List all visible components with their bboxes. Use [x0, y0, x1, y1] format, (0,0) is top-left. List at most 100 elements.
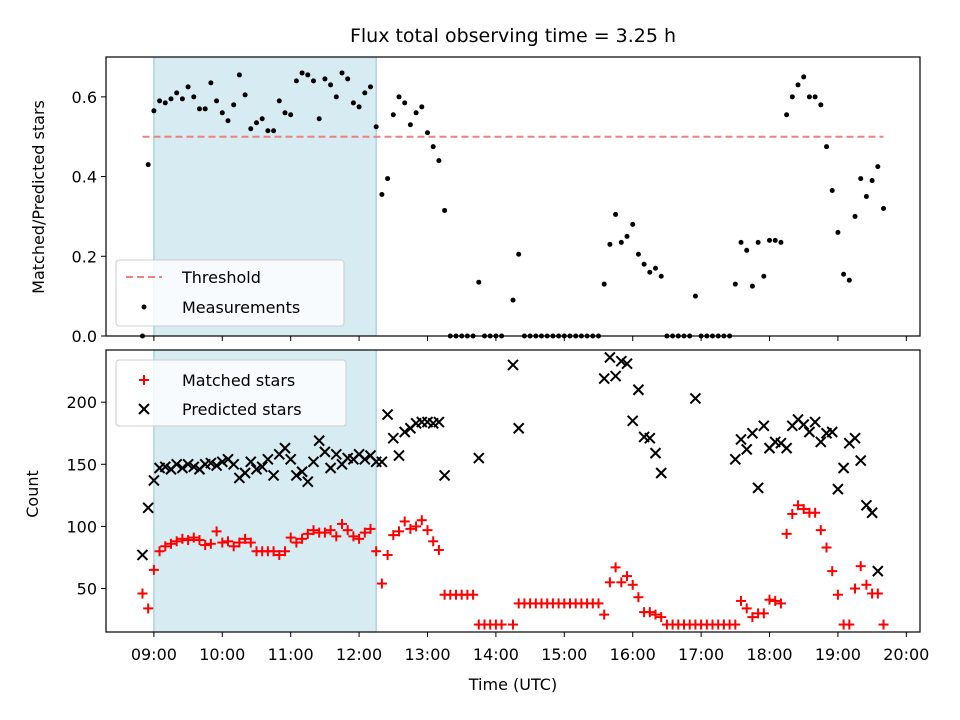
measurement-point [424, 130, 430, 136]
measurement-point [419, 104, 425, 110]
chart-title: Flux total observing time = 3.25 h [350, 25, 676, 47]
matched-star-point [730, 619, 741, 630]
bottom-panel-y-axis: 50 100 150 200 [66, 393, 106, 599]
measurement-point [881, 205, 887, 211]
matched-star-point [382, 549, 393, 560]
matched-star-point [399, 516, 410, 527]
matched-star-point [137, 588, 148, 599]
y-tick-label: 0.6 [72, 88, 97, 107]
legend-threshold-label: Threshold [181, 268, 261, 287]
predicted-point-b [632, 384, 645, 396]
matched-star-point [376, 578, 387, 589]
predicted-point-b [837, 462, 850, 474]
predicted-star-point [148, 474, 160, 487]
measurement-point [818, 102, 824, 108]
matched-star-point [342, 525, 353, 536]
predicted-point-b [376, 456, 388, 468]
measurement-point [624, 233, 630, 239]
x-tick-label: 13:00 [404, 645, 450, 664]
matched-star-point [388, 530, 399, 541]
predicted-point-b [433, 416, 445, 428]
matched-star-point [371, 546, 382, 557]
measurement-point [601, 281, 607, 287]
predicted-point-b [792, 413, 804, 426]
measurement-point [658, 273, 664, 279]
measurement-point [630, 221, 636, 227]
measurement-point [350, 100, 356, 106]
measurement-point [356, 104, 362, 110]
matched-star-point [285, 532, 296, 543]
legend-matched-label: Matched stars [182, 371, 295, 390]
matched-star-point [274, 549, 285, 560]
predicted-star-point [632, 384, 645, 396]
predicted-point-b [319, 446, 331, 458]
matched-star-point [319, 527, 330, 538]
measurement-point [196, 106, 202, 112]
bottom-panel: 50 100 150 200 09:00 10:00 11:00 12:00 13:00 14:… [23, 349, 929, 694]
measurement-point [692, 293, 698, 299]
measurement-point [824, 144, 830, 150]
predicted-point-b [210, 459, 223, 472]
matched-star-point [222, 536, 233, 547]
bottom-legend-box [115, 359, 347, 427]
predicted-star-point [256, 461, 268, 473]
measurement-point [214, 98, 220, 104]
matched-star-point [815, 525, 826, 536]
measurement-point [812, 94, 818, 100]
predicted-star-point [159, 461, 171, 473]
measurement-point [379, 192, 385, 198]
predicted-star-point [250, 463, 263, 475]
predicted-star-point [815, 436, 827, 448]
measurement-point [430, 144, 436, 150]
matched-star-point [279, 546, 290, 557]
y-tick-label: 200 [66, 393, 97, 412]
measurement-point [869, 178, 875, 184]
measurement-point [168, 96, 174, 102]
measurement-point [858, 176, 864, 182]
measurement-point [749, 283, 755, 289]
matched-star-point [416, 515, 427, 526]
predicted-point-b [313, 434, 325, 447]
predicted-point-b [604, 351, 616, 364]
matched-star-point [297, 533, 308, 544]
measurement-point [339, 70, 345, 76]
predicted-star-point [393, 449, 405, 462]
predicted-star-point [438, 469, 451, 482]
measurement-point [761, 273, 767, 279]
predicted-star-point [872, 565, 884, 577]
bottom-panel-y-label: Count [23, 470, 42, 518]
matched-star-point [616, 577, 627, 588]
matched-star-point [188, 532, 199, 543]
predicted-point-b [290, 469, 303, 482]
matched-star-point [781, 528, 792, 539]
measurement-point [852, 213, 858, 219]
predicted-star-point [512, 422, 525, 434]
predicted-point-b [644, 432, 656, 444]
measurement-point [236, 72, 242, 78]
measurement-point [328, 82, 334, 88]
measurement-point [390, 112, 396, 118]
matched-star-point [878, 619, 889, 630]
top-panel-x-ticks [153, 336, 907, 341]
matched-star-point [143, 603, 154, 614]
predicted-point-b [398, 426, 411, 438]
matched-star-point [593, 598, 604, 609]
x-tick-label: 10:00 [199, 645, 245, 664]
predicted-star-point [267, 469, 280, 482]
matched-star-point [405, 523, 416, 534]
predicted-point-b [746, 427, 759, 439]
predicted-star-point [849, 432, 861, 444]
predicted-point-b [473, 452, 485, 464]
measurement-point [282, 110, 288, 116]
predicted-star-point [473, 452, 485, 464]
measurement-point [795, 82, 801, 88]
predicted-star-point [398, 426, 411, 438]
legend-matched-swatch [139, 375, 149, 385]
measurement-point [316, 116, 322, 122]
matched-star-point [827, 566, 838, 577]
matched-star-point [308, 525, 319, 536]
predicted-star-point [809, 416, 821, 428]
predicted-point-b [182, 458, 194, 470]
predicted-point-b [227, 458, 240, 470]
predicted-point-b [598, 372, 610, 385]
